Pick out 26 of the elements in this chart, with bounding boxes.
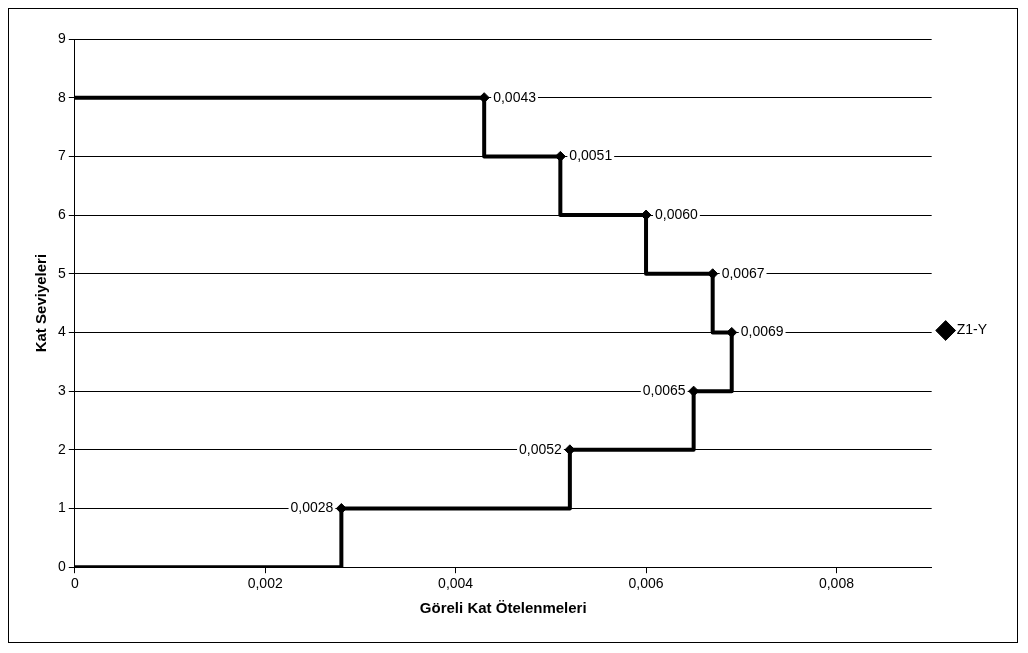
annotation: 0,0069	[740, 323, 784, 340]
x-tick-label: 0,002	[247, 575, 283, 592]
annotation: 0,0028	[290, 499, 334, 516]
y-tick-label: 4	[57, 323, 66, 340]
annotation: 0,0043	[493, 88, 537, 105]
y-tick-label: 3	[57, 381, 66, 398]
x-tick-label: 0	[70, 575, 79, 592]
y-tick-label: 2	[57, 440, 66, 457]
y-tick-label: 7	[57, 147, 66, 164]
x-tick-label: 0,008	[818, 575, 855, 592]
x-tick-label: 0,004	[438, 575, 474, 592]
annotation: 0,0065	[642, 381, 686, 398]
y-tick-label: 8	[57, 88, 66, 105]
y-tick-label: 0	[57, 558, 66, 575]
x-axis-title: Göreli Kat Ötelenmeleri	[419, 599, 587, 617]
legend-label: Z1-Y	[956, 321, 988, 338]
annotation: 0,0060	[655, 205, 699, 222]
annotation: 0,0067	[721, 264, 765, 281]
annotation: 0,0051	[569, 147, 613, 164]
y-axis-title: Kat Seviyeleri	[32, 253, 50, 353]
annotation: 0,0052	[519, 440, 563, 457]
y-tick-label: 6	[57, 205, 66, 222]
y-tick-label: 9	[57, 29, 66, 46]
x-tick-label: 0,006	[628, 575, 664, 592]
y-tick-label: 1	[57, 499, 66, 516]
y-tick-label: 5	[57, 264, 66, 281]
